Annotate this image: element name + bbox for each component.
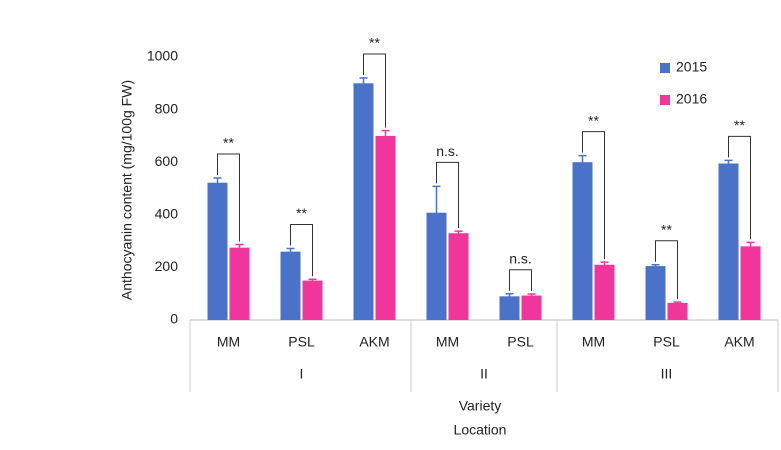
error-bar xyxy=(578,154,587,169)
x-tick-label: AKM xyxy=(724,334,754,350)
bar xyxy=(499,296,520,320)
significance-label: ** xyxy=(661,221,672,237)
x-tick-label: PSL xyxy=(288,334,315,350)
error-bar xyxy=(286,247,295,255)
bar xyxy=(229,247,250,320)
significance-label: ** xyxy=(296,205,307,221)
y-tick-label: 0 xyxy=(170,311,178,327)
significance-label: n.s. xyxy=(436,143,459,159)
group-label: I xyxy=(300,366,304,382)
significance-bracket xyxy=(363,53,386,128)
x-tick-label: MM xyxy=(436,334,459,350)
legend-label: 2016 xyxy=(676,91,707,107)
significance-label: ** xyxy=(369,35,380,51)
significance-bracket xyxy=(728,135,751,240)
group-label: II xyxy=(480,366,488,382)
bar xyxy=(594,264,615,320)
error-bar xyxy=(381,129,390,142)
y-tick-label: 800 xyxy=(155,100,179,116)
significance-label: ** xyxy=(734,117,745,133)
significance-label: ** xyxy=(588,112,599,128)
y-tick-label: 400 xyxy=(155,206,179,222)
x-tick-label: PSL xyxy=(507,334,534,350)
error-bar xyxy=(651,264,660,268)
bar xyxy=(302,280,323,320)
group-label: III xyxy=(661,366,673,382)
y-tick-label: 1000 xyxy=(147,48,178,64)
bar xyxy=(448,233,469,320)
significance-bracket xyxy=(655,240,678,300)
significance-bracket xyxy=(436,161,459,229)
bar xyxy=(645,266,666,320)
error-bar xyxy=(527,293,536,298)
y-axis-label: Anthocyanin content (mg/100g FW) xyxy=(119,80,135,300)
bar xyxy=(521,295,542,320)
significance-label: ** xyxy=(223,135,234,151)
bar xyxy=(426,212,447,320)
x-axis-label: Variety xyxy=(459,398,502,414)
legend-swatch xyxy=(660,95,670,105)
bar xyxy=(353,83,374,320)
x-tick-label: MM xyxy=(582,334,605,350)
error-bar xyxy=(600,261,609,268)
significance-bracket xyxy=(217,153,240,242)
bar xyxy=(718,163,739,320)
x-tick-label: AKM xyxy=(359,334,389,350)
error-bar xyxy=(213,177,222,188)
error-bar xyxy=(235,243,244,251)
y-tick-label: 600 xyxy=(155,153,179,169)
legend-label: 2015 xyxy=(676,59,707,75)
y-tick-label: 200 xyxy=(155,258,179,274)
error-bar xyxy=(746,241,755,251)
x-tick-label: MM xyxy=(217,334,240,350)
error-bar xyxy=(308,278,317,282)
bar xyxy=(572,162,593,320)
error-bar xyxy=(454,230,463,236)
error-bar xyxy=(673,301,682,304)
bar xyxy=(375,135,396,320)
significance-bracket xyxy=(582,131,605,260)
x-axis-label: Location xyxy=(454,422,507,438)
significance-bracket xyxy=(290,223,313,277)
bar xyxy=(207,182,228,320)
bar xyxy=(740,246,761,320)
error-bar xyxy=(724,159,733,167)
error-bar xyxy=(432,185,441,239)
error-bar xyxy=(359,77,368,89)
bar xyxy=(667,302,688,320)
bar xyxy=(280,251,301,320)
legend-swatch xyxy=(660,63,670,73)
significance-label: n.s. xyxy=(509,250,532,266)
error-bar xyxy=(505,292,514,299)
x-tick-label: PSL xyxy=(653,334,680,350)
significance-bracket xyxy=(509,269,532,291)
